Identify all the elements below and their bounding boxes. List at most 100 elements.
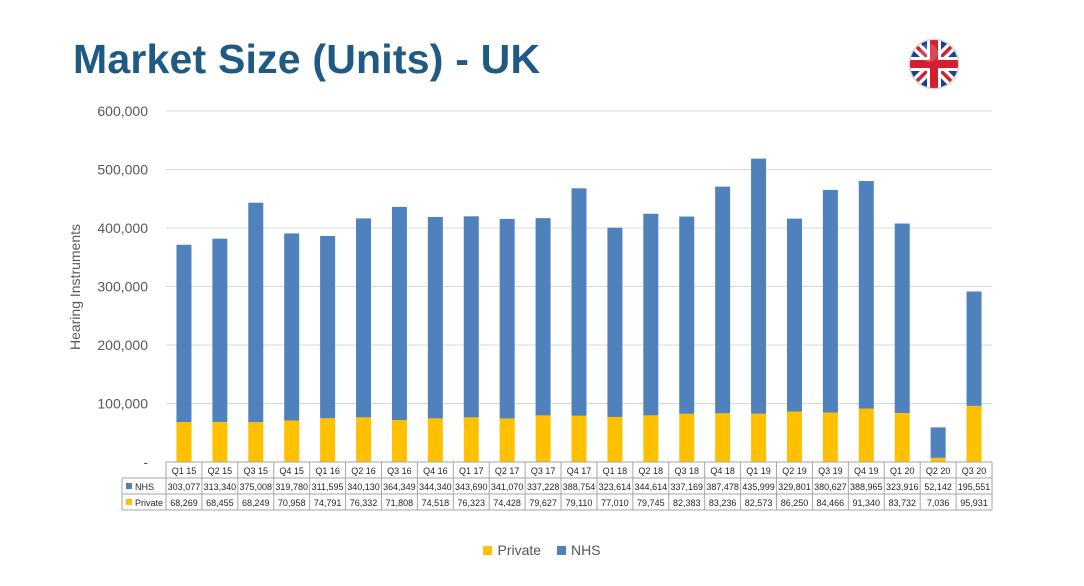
bar-nhs [966,291,982,406]
bar-nhs [643,213,659,416]
x-tick-label: Q2 19 [782,466,807,476]
bar-nhs [715,186,731,414]
y-tick-label: 400,000 [97,220,148,236]
x-tick-label: Q3 15 [244,466,269,476]
table-cell-private: 83,732 [888,498,916,508]
bar-private [822,412,838,462]
table-cell-nhs: 344,614 [635,482,668,492]
table-cell-private: 83,236 [709,498,737,508]
table-cell-private: 79,627 [529,498,557,508]
bar-private [320,418,336,462]
table-cell-private: 91,340 [853,498,881,508]
y-tick-label: - [143,454,148,470]
bar-nhs [284,233,300,421]
x-tick-label: Q2 20 [926,466,951,476]
bar-nhs [858,181,874,409]
y-tick-label: 600,000 [97,103,148,119]
table-cell-private: 68,455 [206,498,234,508]
bar-nhs [679,216,695,414]
bar-private [463,417,479,462]
x-tick-label: Q1 16 [315,466,340,476]
bar-private [679,413,695,462]
bar-private [427,418,443,462]
x-tick-label: Q1 19 [746,466,771,476]
table-row-label-private: Private [135,498,163,508]
x-tick-label: Q2 15 [208,466,233,476]
table-cell-private: 82,383 [673,498,701,508]
table-cell-private: 79,110 [566,498,593,508]
legend-item-nhs: NHS [556,542,601,558]
table-cell-nhs: 323,916 [886,482,919,492]
bar-nhs [176,244,192,423]
table-cell-private: 74,791 [314,498,342,508]
table-cell-private: 82,573 [745,498,773,508]
y-tick-label: 100,000 [97,396,148,412]
table-cell-nhs: 341,070 [491,482,524,492]
table-cell-nhs: 337,169 [670,482,703,492]
table-cell-private: 86,250 [781,498,809,508]
bar-private [284,420,300,462]
table-cell-nhs: 340,130 [347,482,380,492]
table-cell-nhs: 375,008 [240,482,273,492]
bar-nhs [786,218,802,412]
table-cell-private: 70,958 [278,498,306,508]
table-cell-nhs: 329,801 [778,482,811,492]
x-tick-label: Q4 19 [854,466,879,476]
bar-nhs [212,238,228,422]
x-tick-label: Q2 18 [639,466,664,476]
bar-private [356,417,372,462]
x-tick-label: Q1 20 [890,466,915,476]
table-cell-private: 71,808 [386,498,414,508]
chart-legend: Private NHS [0,542,1084,558]
bar-nhs [930,427,946,458]
table-cell-nhs: 323,614 [599,482,632,492]
table-swatch-nhs [126,483,132,489]
x-tick-label: Q3 19 [818,466,843,476]
table-cell-private: 76,323 [457,498,485,508]
bar-private [930,457,946,462]
bar-private [607,416,623,462]
x-tick-label: Q1 17 [459,466,484,476]
bar-nhs [391,206,407,420]
bar-nhs [751,158,767,414]
bar-nhs [248,202,264,423]
legend-swatch-nhs [556,546,566,555]
bar-private [499,418,515,462]
table-cell-private: 68,269 [170,498,198,508]
bar-private [176,422,192,462]
table-cell-nhs: 303,077 [168,482,201,492]
x-tick-label: Q3 17 [531,466,556,476]
x-tick-label: Q3 20 [962,466,987,476]
y-tick-label: 200,000 [97,337,148,353]
table-cell-private: 76,332 [350,498,378,508]
bar-nhs [320,235,336,419]
x-tick-label: Q1 15 [172,466,197,476]
table-cell-private: 84,466 [817,498,845,508]
bar-nhs [356,218,372,418]
table-cell-nhs: 364,349 [383,482,416,492]
legend-label-nhs: NHS [570,542,601,558]
bar-nhs [499,218,515,419]
bar-nhs [427,216,443,419]
table-cell-nhs: 343,690 [455,482,488,492]
table-cell-nhs: 337,228 [527,482,560,492]
table-cell-private: 74,518 [422,498,450,508]
bar-nhs [822,189,838,413]
x-tick-label: Q3 16 [387,466,412,476]
x-tick-label: Q4 18 [710,466,735,476]
bar-private [751,413,767,462]
bar-private [212,421,228,462]
y-tick-label: 300,000 [97,279,148,295]
bar-private [571,415,587,462]
table-swatch-private [126,499,132,505]
table-cell-private: 68,249 [242,498,270,508]
bar-private [894,413,910,462]
bar-private [391,419,407,462]
x-tick-label: Q3 18 [674,466,699,476]
table-cell-nhs: 319,780 [275,482,308,492]
bar-nhs [571,188,587,416]
bar-private [248,422,264,462]
table-cell-private: 77,010 [601,498,629,508]
y-axis-label: Hearing Instruments [67,224,83,350]
table-cell-nhs: 311,595 [312,482,344,492]
